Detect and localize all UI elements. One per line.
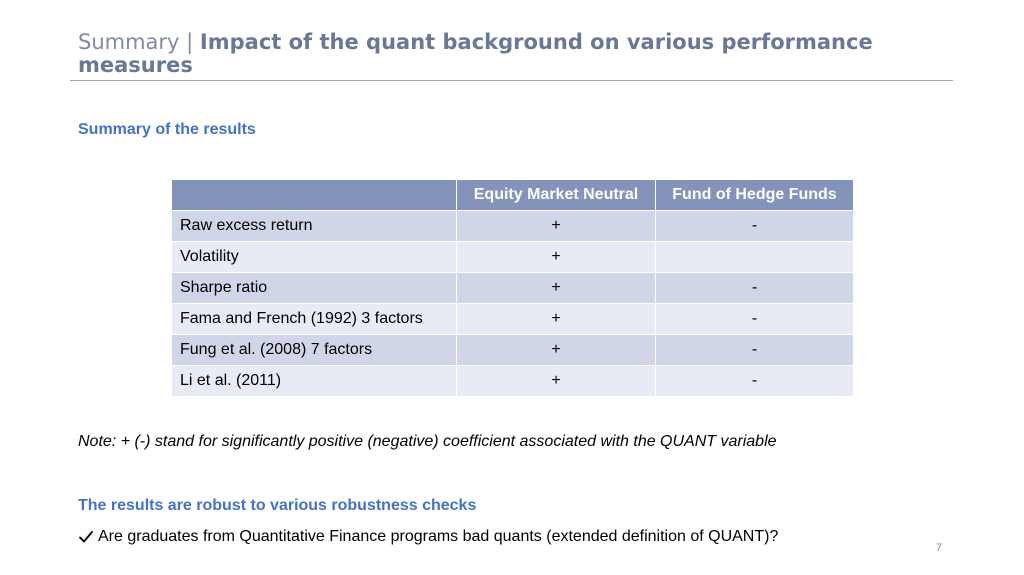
equity-market-neutral-cell: + [456, 210, 656, 242]
measure-cell: Sharpe ratio [171, 272, 457, 304]
checklist-item: Are graduates from Quantitative Finance … [78, 528, 778, 546]
checklist-item-text: Are graduates from Quantitative Finance … [98, 528, 779, 545]
fund-of-hedge-funds-cell: - [655, 303, 854, 335]
fund-of-hedge-funds-cell: - [655, 210, 854, 242]
page-title: Summary | Impact of the quant background… [78, 31, 938, 77]
fund-of-hedge-funds-cell: - [655, 272, 854, 304]
table-header-row: Equity Market Neutral Fund of Hedge Fund… [171, 179, 854, 211]
header-cell-fund-of-hedge-funds: Fund of Hedge Funds [655, 179, 854, 211]
table-row: Volatility + [171, 241, 854, 273]
title-divider [70, 80, 953, 81]
measure-cell: Raw excess return [171, 210, 457, 242]
header-cell-empty [171, 179, 457, 211]
summary-heading: Summary of the results [78, 121, 256, 138]
results-table: Equity Market Neutral Fund of Hedge Fund… [171, 179, 854, 397]
equity-market-neutral-cell: + [456, 334, 656, 366]
table-row: Sharpe ratio + - [171, 272, 854, 304]
table-note: Note: + (-) stand for significantly posi… [78, 433, 777, 450]
measure-cell: Volatility [171, 241, 457, 273]
fund-of-hedge-funds-cell: - [655, 365, 854, 397]
equity-market-neutral-cell: + [456, 303, 656, 335]
measure-cell: Fama and French (1992) 3 factors [171, 303, 457, 335]
header-cell-equity-market-neutral: Equity Market Neutral [456, 179, 656, 211]
table-row: Raw excess return + - [171, 210, 854, 242]
equity-market-neutral-cell: + [456, 365, 656, 397]
measure-cell: Li et al. (2011) [171, 365, 457, 397]
fund-of-hedge-funds-cell [655, 241, 854, 273]
checkmark-icon [78, 529, 94, 545]
equity-market-neutral-cell: + [456, 241, 656, 273]
title-emphasis: Impact of the quant background on variou… [78, 30, 873, 77]
equity-market-neutral-cell: + [456, 272, 656, 304]
robustness-heading: The results are robust to various robust… [78, 497, 477, 514]
title-prefix: Summary | [78, 30, 200, 54]
page-number: 7 [936, 542, 943, 554]
table-row: Fama and French (1992) 3 factors + - [171, 303, 854, 335]
fund-of-hedge-funds-cell: - [655, 334, 854, 366]
table-row: Li et al. (2011) + - [171, 365, 854, 397]
measure-cell: Fung et al. (2008) 7 factors [171, 334, 457, 366]
table-row: Fung et al. (2008) 7 factors + - [171, 334, 854, 366]
